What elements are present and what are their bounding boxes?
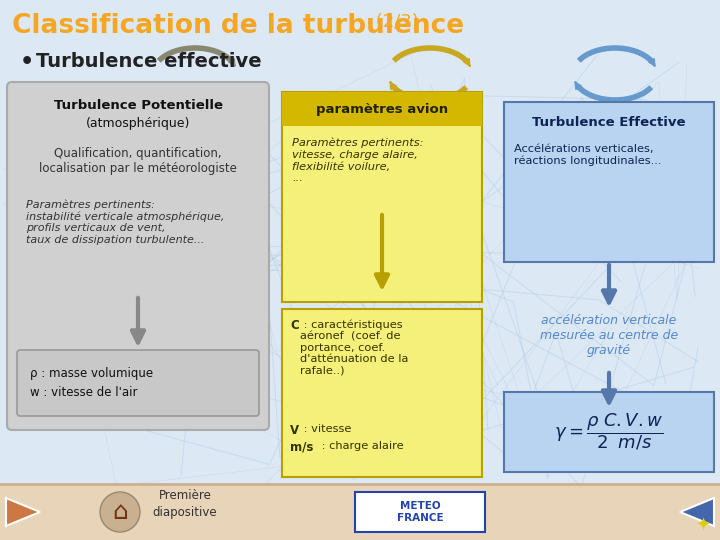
Text: ⌂: ⌂ xyxy=(112,500,128,524)
Polygon shape xyxy=(680,498,714,526)
Text: $\gamma = \dfrac{\rho \; C.V.w}{2 \;\; m/s}$: $\gamma = \dfrac{\rho \; C.V.w}{2 \;\; m… xyxy=(554,411,664,453)
Text: Turbulence Potentielle: Turbulence Potentielle xyxy=(53,99,222,112)
Text: Accélérations verticales,
réactions longitudinales...: Accélérations verticales, réactions long… xyxy=(514,144,662,166)
Text: paramètres avion: paramètres avion xyxy=(316,103,448,116)
Text: : charge alaire: : charge alaire xyxy=(318,441,404,451)
FancyBboxPatch shape xyxy=(504,392,714,472)
FancyBboxPatch shape xyxy=(17,350,259,416)
Text: ρ : masse volumique
w : vitesse de l'air: ρ : masse volumique w : vitesse de l'air xyxy=(30,368,153,399)
Text: Paramètres pertinents:
instabilité verticale atmosphérique,
profils verticaux de: Paramètres pertinents: instabilité verti… xyxy=(26,199,225,245)
Text: : vitesse: : vitesse xyxy=(300,424,351,434)
Text: METEO
FRANCE: METEO FRANCE xyxy=(397,501,444,523)
Text: : caractéristiques
aéronef  (coef. de
portance, coef.
d'atténuation de la
rafale: : caractéristiques aéronef (coef. de por… xyxy=(300,319,408,376)
Text: Turbulence effective: Turbulence effective xyxy=(36,52,261,71)
FancyBboxPatch shape xyxy=(7,82,269,430)
Text: Turbulence Effective: Turbulence Effective xyxy=(532,116,685,129)
Text: (2/3): (2/3) xyxy=(370,13,419,31)
Text: m/s: m/s xyxy=(290,441,313,454)
Bar xyxy=(355,492,485,532)
Text: •: • xyxy=(20,52,35,72)
Circle shape xyxy=(100,492,140,532)
FancyBboxPatch shape xyxy=(282,309,482,477)
FancyBboxPatch shape xyxy=(504,102,714,262)
Text: Paramètres pertinents:
vitesse, charge alaire,
flexibilité voilure,
...: Paramètres pertinents: vitesse, charge a… xyxy=(292,138,423,183)
Text: accélération verticale
mesurée au centre de
gravité: accélération verticale mesurée au centre… xyxy=(540,314,678,357)
Text: ✦: ✦ xyxy=(696,517,711,535)
Text: C: C xyxy=(290,319,299,332)
Bar xyxy=(0,484,720,540)
FancyBboxPatch shape xyxy=(282,92,482,302)
Text: (atmosphérique): (atmosphérique) xyxy=(86,117,190,130)
Text: Première
diapositive: Première diapositive xyxy=(153,489,217,519)
Polygon shape xyxy=(6,498,40,526)
Text: Classification de la turbulence: Classification de la turbulence xyxy=(12,13,464,39)
Text: V: V xyxy=(290,424,299,437)
Bar xyxy=(282,92,482,126)
Text: Qualification, quantification,
localisation par le météorologiste: Qualification, quantification, localisat… xyxy=(39,147,237,175)
